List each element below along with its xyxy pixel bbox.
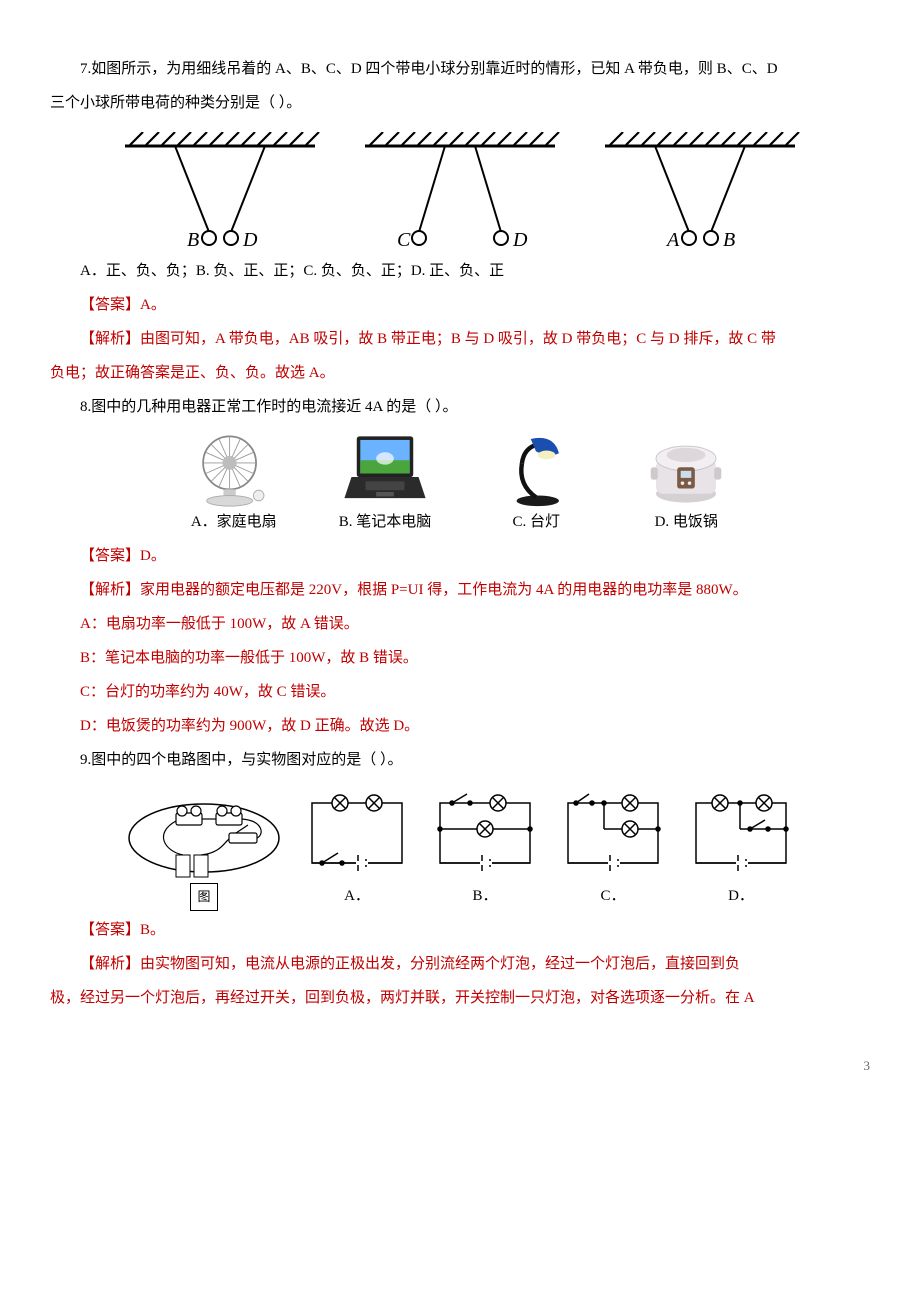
q7-answer: 【答案】A。 xyxy=(50,290,870,320)
q8-explanation-c: C：台灯的功率约为 40W，故 C 错误。 xyxy=(50,677,870,707)
q9-circuit-d: D． xyxy=(686,791,796,911)
q7-group-2: C D xyxy=(355,132,565,252)
q8-explanation-b: B：笔记本电脑的功率一般低于 100W，故 B 错误。 xyxy=(50,643,870,673)
svg-text:B: B xyxy=(723,229,735,251)
q8-fan: A．家庭电扇 xyxy=(189,432,279,537)
q8-explanation-a: A：电扇功率一般低于 100W，故 A 错误。 xyxy=(50,609,870,639)
svg-text:B: B xyxy=(187,229,199,251)
q9-opt-a: A． xyxy=(344,881,370,911)
q8-figure: A．家庭电扇 B. 笔记本电脑 C. 台灯 xyxy=(50,432,870,537)
q8-explanation-head: 【解析】家用电器的额定电压都是 220V，根据 P=UI 得，工作电流为 4A … xyxy=(50,575,870,605)
q8-lamp: C. 台灯 xyxy=(491,432,581,537)
q9-circuit-c: C． xyxy=(558,791,668,911)
q7-stem-line1: 7.如图所示，为用细线吊着的 A、B、C、D 四个带电小球分别靠近时的情形，已知… xyxy=(50,54,870,84)
q9-opt-c: C． xyxy=(600,881,625,911)
q8-opt-c: C. 台灯 xyxy=(512,507,560,537)
q8-cooker: D. 电饭锅 xyxy=(641,432,731,537)
q7-group-1: B D xyxy=(115,132,325,252)
q8-answer: 【答案】D。 xyxy=(50,541,870,571)
q8-stem: 8.图中的几种用电器正常工作时的电流接近 4A 的是（ ）。 xyxy=(50,392,870,422)
q8-opt-d: D. 电饭锅 xyxy=(655,507,718,537)
q9-realpic: 图 xyxy=(124,783,284,911)
svg-text:A: A xyxy=(665,229,680,251)
q7-figure: B D C D xyxy=(50,132,870,252)
q7-explanation-line1: 【解析】由图可知，A 带负电，AB 吸引，故 B 带正电；B 与 D 吸引，故 … xyxy=(50,324,870,354)
svg-text:D: D xyxy=(512,229,528,251)
q7-stem-line2: 三个小球所带电荷的种类分别是（ ）。 xyxy=(50,88,870,118)
q7-explanation-line2: 负电；故正确答案是正、负、负。故选 A。 xyxy=(50,358,870,388)
page-number: 3 xyxy=(50,1053,870,1079)
q7-group-3: A B xyxy=(595,132,805,252)
q9-circuit-a: A． xyxy=(302,791,412,911)
q8-explanation-d: D：电饭煲的功率约为 900W，故 D 正确。故选 D。 xyxy=(50,711,870,741)
q9-stem: 9.图中的四个电路图中，与实物图对应的是（ ）。 xyxy=(50,745,870,775)
q9-figure: 图 A． xyxy=(50,783,870,911)
q9-explanation-line2: 极，经过另一个灯泡后，再经过开关，回到负极，两灯并联，开关控制一只灯泡，对各选项… xyxy=(50,983,870,1013)
q9-real-label: 图 xyxy=(190,883,217,911)
q7-options: A．正、负、负；B. 负、正、正；C. 负、负、正；D. 正、负、正 xyxy=(50,256,870,286)
svg-text:C: C xyxy=(397,229,411,251)
q9-opt-d: D． xyxy=(728,881,754,911)
q9-opt-b: B． xyxy=(472,881,497,911)
q8-opt-a: A．家庭电扇 xyxy=(191,507,277,537)
q9-explanation-line1: 【解析】由实物图可知，电流从电源的正极出发，分别流经两个灯泡，经过一个灯泡后，直… xyxy=(50,949,870,979)
q8-opt-b: B. 笔记本电脑 xyxy=(339,507,432,537)
q8-laptop: B. 笔记本电脑 xyxy=(339,432,432,537)
q9-circuit-b: B． xyxy=(430,791,540,911)
svg-text:D: D xyxy=(242,229,258,251)
q9-answer: 【答案】B。 xyxy=(50,915,870,945)
